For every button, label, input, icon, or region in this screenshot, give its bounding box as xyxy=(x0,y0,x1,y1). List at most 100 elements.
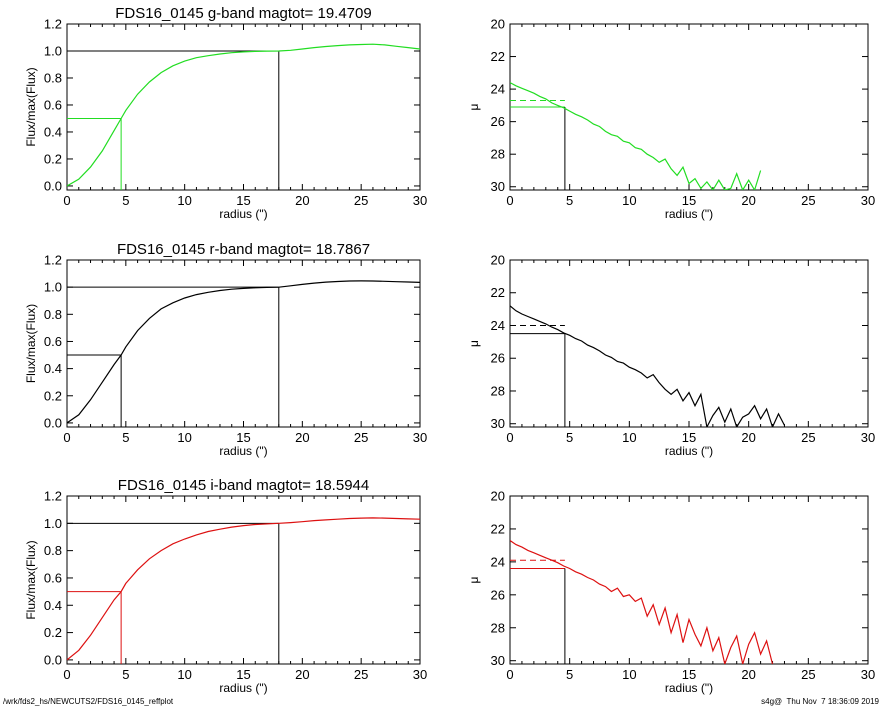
panel-i-profile: 0 5 10 15 20 25 30 20 22 24 26 28 30 radius (") μ xyxy=(467,489,875,696)
y-tick-label: 1.2 xyxy=(44,489,62,504)
x-axis-label: radius (") xyxy=(665,681,713,695)
x-tick-label: 0 xyxy=(63,667,70,682)
y-tick-label: 0.6 xyxy=(44,97,62,112)
x-tick-label: 20 xyxy=(295,193,309,208)
y-tick-label: 24 xyxy=(491,318,505,333)
growth-curve xyxy=(67,43,420,187)
surface-brightness-profile xyxy=(510,305,786,427)
panel-g-profile: 0 5 10 15 20 25 30 20 22 24 26 28 30 radius (") μ xyxy=(467,17,875,222)
x-tick-label: 5 xyxy=(122,667,129,682)
chart-title: FDS16_0145 i-band magtot= 18.5944 xyxy=(118,477,369,494)
y-tick-label: 26 xyxy=(491,351,505,366)
y-tick-label: 28 xyxy=(491,147,505,162)
x-tick-label: 25 xyxy=(801,667,815,682)
x-tick-label: 25 xyxy=(354,430,368,445)
x-tick-label: 20 xyxy=(295,430,309,445)
x-tick-label: 30 xyxy=(413,193,427,208)
y-tick-label: 1.2 xyxy=(44,253,62,268)
x-axis-label: radius (") xyxy=(219,681,267,695)
y-tick-label: 26 xyxy=(491,587,505,602)
y-tick-label: 0.0 xyxy=(44,415,62,430)
x-tick-label: 15 xyxy=(682,667,696,682)
x-tick-label: 10 xyxy=(622,667,636,682)
x-tick-label: 10 xyxy=(622,193,636,208)
y-tick-label: 0.0 xyxy=(44,652,62,667)
x-tick-label: 0 xyxy=(63,193,70,208)
x-tick-label: 0 xyxy=(63,430,70,445)
y-axis-label: μ xyxy=(467,340,481,347)
y-axis-label: μ xyxy=(467,103,481,110)
panel-i-growth: 0 5 10 15 20 25 30 0.0 0.2 0.4 0.6 0.8 1.0 1.2 radius … xyxy=(24,477,427,695)
y-tick-label: 20 xyxy=(491,253,505,268)
x-tick-label: 10 xyxy=(177,667,191,682)
y-tick-label: 0.6 xyxy=(44,570,62,585)
chart-title: FDS16_0145 g-band magtot= 19.4709 xyxy=(115,5,371,22)
y-tick-label: 0.6 xyxy=(44,334,62,349)
x-axis-label: radius (") xyxy=(219,444,267,458)
x-tick-label: 15 xyxy=(236,193,250,208)
plot-frame xyxy=(509,259,869,428)
x-tick-label: 15 xyxy=(682,430,696,445)
y-axis-label: Flux/max(Flux) xyxy=(24,67,38,146)
y-tick-label: 20 xyxy=(491,489,505,504)
x-tick-label: 30 xyxy=(413,667,427,682)
footer-path: /wrk/fds2_hs/NEWCUTS2/FDS16_0145_reffplo… xyxy=(3,697,174,706)
y-tick-label: 0.4 xyxy=(44,124,62,139)
x-tick-label: 25 xyxy=(354,193,368,208)
plot-frame xyxy=(66,495,421,665)
x-tick-label: 10 xyxy=(622,430,636,445)
y-axis-label: Flux/max(Flux) xyxy=(24,304,38,383)
y-tick-label: 28 xyxy=(491,383,505,398)
x-tick-label: 20 xyxy=(741,193,755,208)
x-tick-label: 0 xyxy=(506,193,513,208)
x-tick-label: 5 xyxy=(122,193,129,208)
y-tick-label: 30 xyxy=(491,416,505,431)
y-tick-label: 0.4 xyxy=(44,598,62,613)
x-tick-label: 30 xyxy=(861,193,875,208)
plot-frame xyxy=(509,495,869,665)
footer-timestamp: s4g@ Thu Nov 7 18:36:09 2019 xyxy=(761,697,879,706)
y-tick-label: 20 xyxy=(491,17,505,32)
y-tick-label: 0.2 xyxy=(44,388,62,403)
y-tick-label: 0.4 xyxy=(44,361,62,376)
x-tick-label: 30 xyxy=(861,430,875,445)
x-tick-label: 15 xyxy=(236,430,250,445)
y-tick-label: 1.2 xyxy=(44,17,62,32)
y-tick-label: 22 xyxy=(491,521,505,536)
x-tick-label: 25 xyxy=(801,193,815,208)
surface-brightness-profile xyxy=(510,82,762,190)
y-tick-label: 0.0 xyxy=(44,178,62,193)
chart-title: FDS16_0145 r-band magtot= 18.7867 xyxy=(117,241,370,258)
panel-g-growth: 0 5 10 15 20 25 30 0.0 0.2 0.4 0.6 0.8 1.0 1.2 radius … xyxy=(24,5,427,221)
x-tick-label: 15 xyxy=(236,667,250,682)
panel-r-profile: 0 5 10 15 20 25 30 20 22 24 26 28 30 radius (") μ xyxy=(467,253,875,459)
y-tick-label: 22 xyxy=(491,49,505,64)
y-tick-label: 1.0 xyxy=(44,280,62,295)
x-tick-label: 30 xyxy=(413,430,427,445)
x-axis-label: radius (") xyxy=(219,207,267,221)
plot-frame xyxy=(66,259,421,428)
y-tick-label: 28 xyxy=(491,620,505,635)
y-tick-label: 1.0 xyxy=(44,43,62,58)
x-tick-label: 25 xyxy=(801,430,815,445)
y-tick-label: 26 xyxy=(491,114,505,129)
y-axis-label: Flux/max(Flux) xyxy=(24,540,38,619)
growth-curve xyxy=(67,517,420,661)
x-tick-label: 5 xyxy=(122,430,129,445)
y-tick-label: 22 xyxy=(491,285,505,300)
x-tick-label: 10 xyxy=(177,193,191,208)
plot-frame xyxy=(66,23,421,191)
x-tick-label: 5 xyxy=(566,667,573,682)
x-tick-label: 5 xyxy=(566,430,573,445)
y-axis-label: μ xyxy=(467,576,481,583)
y-tick-label: 30 xyxy=(491,179,505,194)
y-tick-label: 30 xyxy=(491,653,505,668)
x-tick-label: 20 xyxy=(741,430,755,445)
x-tick-label: 20 xyxy=(295,667,309,682)
y-tick-label: 0.8 xyxy=(44,70,62,85)
growth-curve xyxy=(67,280,420,424)
x-tick-label: 0 xyxy=(506,430,513,445)
y-tick-label: 24 xyxy=(491,554,505,569)
x-tick-label: 10 xyxy=(177,430,191,445)
